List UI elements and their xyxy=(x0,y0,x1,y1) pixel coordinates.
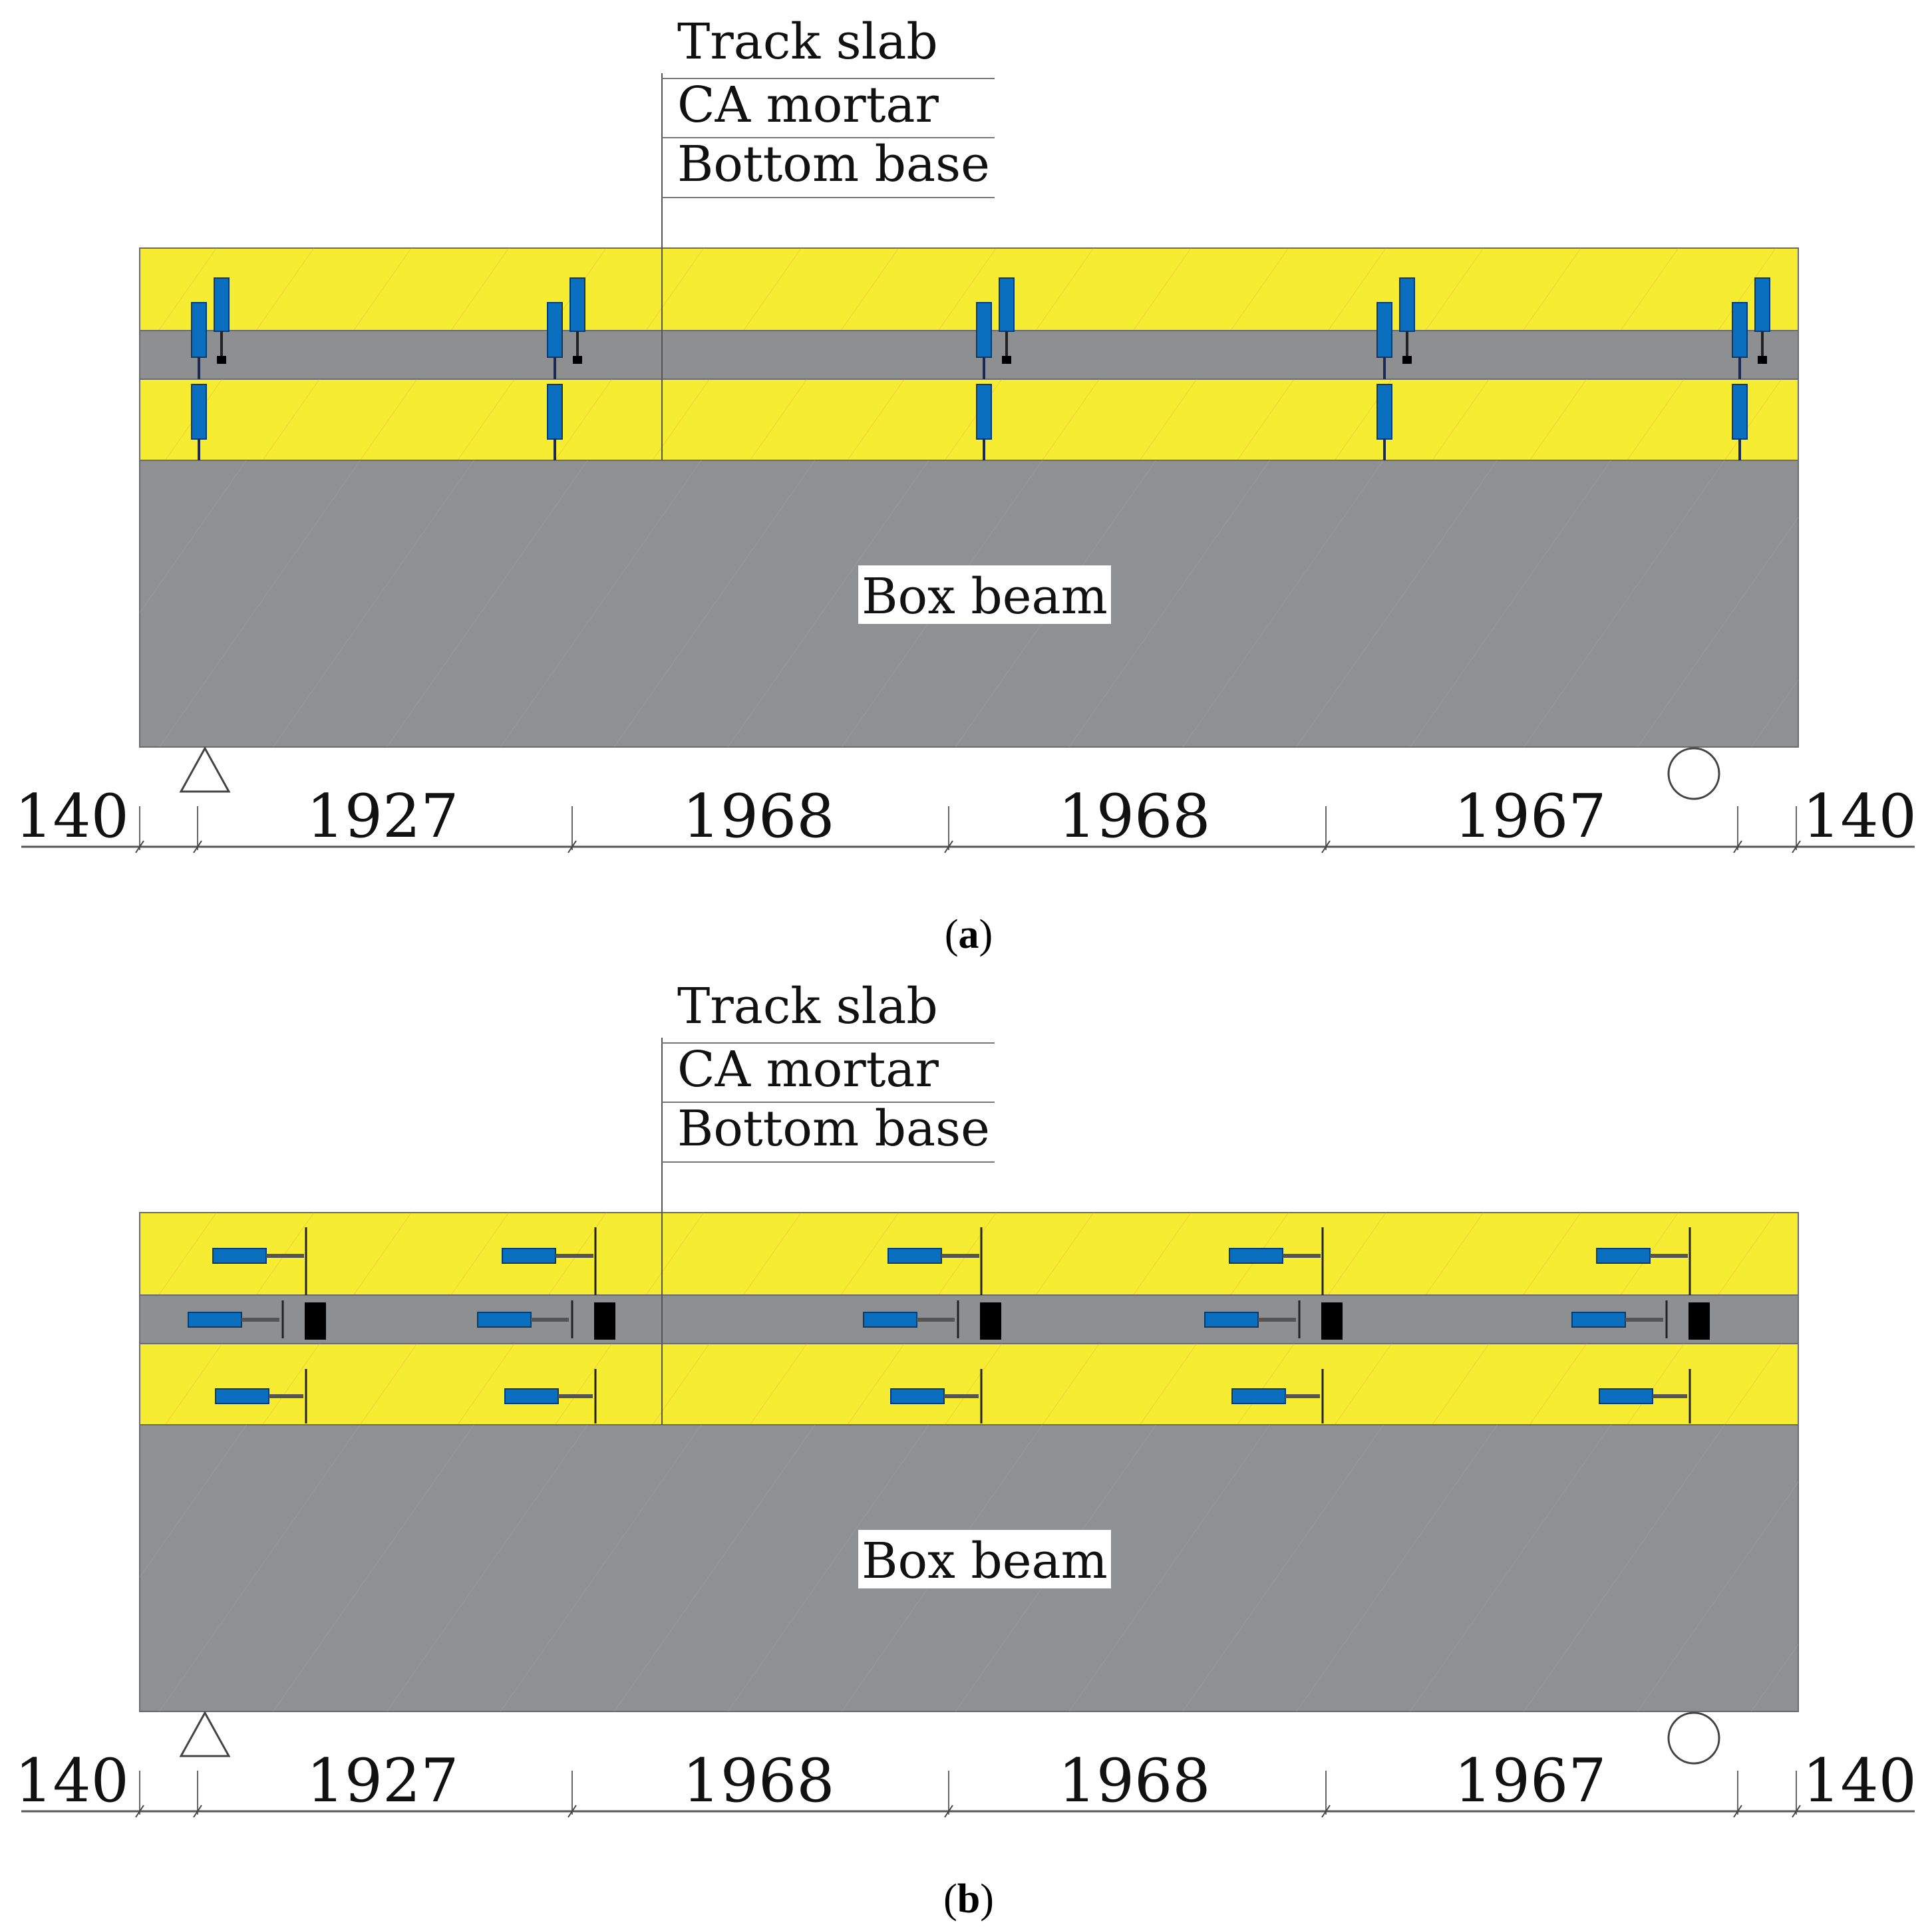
layer-label-1: CA mortar xyxy=(677,76,939,134)
caption-close: ) xyxy=(980,1876,994,1922)
displacement-sensor xyxy=(547,384,563,440)
dimension-label: 1927 xyxy=(306,782,458,851)
displacement-sensor xyxy=(1376,302,1392,358)
track-slab-hatch xyxy=(140,248,1798,331)
displacement-sensor xyxy=(1732,384,1748,440)
displacement-sensor xyxy=(212,1248,267,1264)
dimension-label: 140 xyxy=(1802,782,1917,851)
displacement-sensor xyxy=(547,302,563,358)
box-beam-label-bg xyxy=(858,1530,1111,1588)
box-beam-label-bg xyxy=(858,565,1111,624)
displacement-sensor xyxy=(214,277,230,332)
triangle-support-icon xyxy=(179,746,231,793)
bottom-base-hatch xyxy=(140,379,1798,460)
box-beam-label: Box beam xyxy=(862,568,1108,625)
displacement-sensor xyxy=(191,384,207,440)
displacement-sensor xyxy=(569,277,585,332)
dimension-label: 140 xyxy=(15,782,129,851)
mortar-block xyxy=(1321,1302,1343,1340)
displacement-sensor xyxy=(1376,384,1392,440)
figure-caption: (b) xyxy=(943,1876,994,1922)
displacement-sensor xyxy=(502,1248,556,1264)
displacement-sensor xyxy=(1571,1312,1626,1328)
ca-mortar-layer xyxy=(139,330,1799,380)
displacement-sensor xyxy=(1399,277,1415,332)
dimension-slash xyxy=(193,1805,202,1818)
dimension-label: 1968 xyxy=(682,782,834,851)
displacement-sensor xyxy=(976,384,992,440)
triangle-support-icon xyxy=(179,1710,231,1757)
displacement-sensor xyxy=(1229,1248,1283,1264)
layer-label-1: CA mortar xyxy=(677,1041,939,1098)
dimension-label: 1968 xyxy=(1058,782,1210,851)
dimension-slash xyxy=(1321,1805,1331,1818)
displacement-sensor xyxy=(191,302,207,358)
circle-roller-support-icon xyxy=(1667,747,1720,800)
dimension-slash xyxy=(1792,1805,1801,1818)
dimension-slash xyxy=(944,840,953,853)
dimension-label: 140 xyxy=(1802,1746,1917,1816)
displacement-sensor xyxy=(887,1248,942,1264)
displacement-sensor xyxy=(215,1388,269,1404)
displacement-sensor xyxy=(1754,277,1770,332)
caption-letter: a xyxy=(959,912,979,957)
caption-letter: b xyxy=(957,1876,980,1922)
dimension-slash xyxy=(1321,840,1331,853)
dimension-slash xyxy=(1733,1805,1742,1818)
box-beam-label: Box beam xyxy=(862,1533,1108,1590)
mortar-block xyxy=(594,1302,615,1340)
bottom-base-hatch xyxy=(140,1344,1798,1425)
dimension-label: 1968 xyxy=(682,1746,834,1816)
displacement-sensor xyxy=(863,1312,917,1328)
dimension-label: 1967 xyxy=(1454,1746,1606,1816)
mortar-block xyxy=(305,1302,326,1340)
dimension-label: 1968 xyxy=(1058,1746,1210,1816)
dimension-label: 140 xyxy=(15,1746,129,1816)
dimension-slash xyxy=(193,840,202,853)
dimension-slash xyxy=(567,840,577,853)
displacement-sensor xyxy=(999,277,1015,332)
dimension-slash xyxy=(135,840,144,853)
circle-roller-support-icon xyxy=(1667,1711,1720,1765)
panel-a: Track slab CA mortar Bottom base Box beam 14… xyxy=(0,0,1932,964)
dimension-slash xyxy=(567,1805,577,1818)
sensor-target xyxy=(1002,356,1011,364)
layer-label-0: Track slab xyxy=(677,13,938,71)
mortar-block xyxy=(980,1302,1001,1340)
caption-open: ( xyxy=(945,912,959,957)
ca-mortar-layer xyxy=(139,1294,1799,1344)
dimension-slash xyxy=(1792,840,1801,853)
displacement-sensor xyxy=(1599,1388,1653,1404)
figure-caption: (a) xyxy=(945,912,993,957)
dimension-slash xyxy=(1733,840,1742,853)
layer-label-0: Track slab xyxy=(677,978,938,1035)
dimension-label: 1967 xyxy=(1454,782,1606,851)
displacement-sensor xyxy=(1231,1388,1286,1404)
displacement-sensor xyxy=(504,1388,559,1404)
dimension-slash xyxy=(135,1805,144,1818)
caption-close: ) xyxy=(979,912,993,957)
mortar-block xyxy=(1689,1302,1710,1340)
sensor-target xyxy=(1402,356,1412,364)
displacement-sensor xyxy=(188,1312,242,1328)
displacement-sensor xyxy=(1732,302,1748,358)
displacement-sensor xyxy=(477,1312,532,1328)
layer-label-2: Bottom base xyxy=(677,1100,990,1157)
panel-b: Track slab CA mortar Bottom base Box beam 14… xyxy=(0,964,1932,1929)
sensor-target xyxy=(1758,356,1767,364)
caption-open: ( xyxy=(943,1876,957,1922)
displacement-sensor xyxy=(890,1388,945,1404)
displacement-sensor xyxy=(1596,1248,1651,1264)
displacement-sensor xyxy=(1204,1312,1259,1328)
sensor-target xyxy=(573,356,582,364)
layer-label-2: Bottom base xyxy=(677,136,990,193)
displacement-sensor xyxy=(976,302,992,358)
dimension-slash xyxy=(944,1805,953,1818)
dimension-label: 1927 xyxy=(306,1746,458,1816)
sensor-target xyxy=(217,356,226,364)
